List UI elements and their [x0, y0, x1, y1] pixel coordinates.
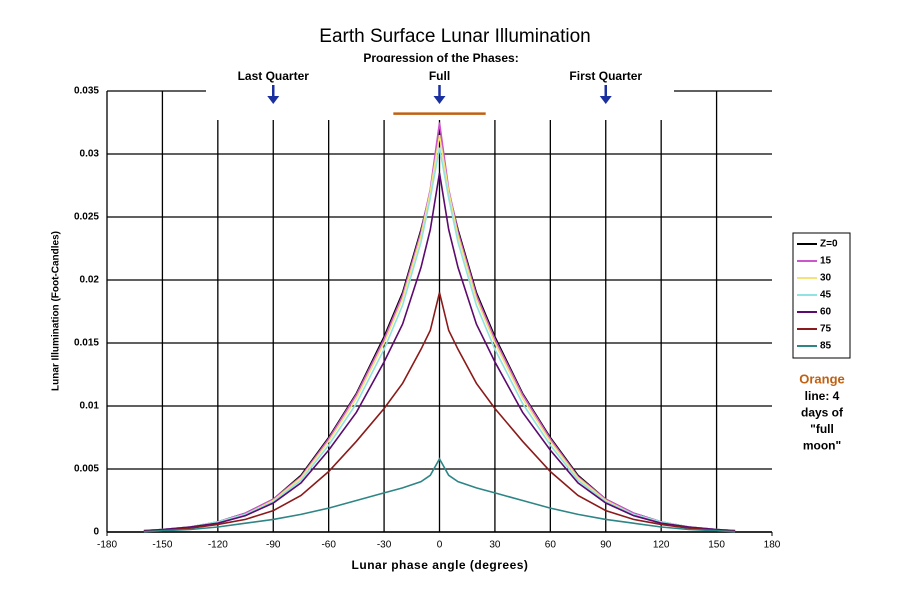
x-tick-label: 0 [437, 540, 443, 551]
phase-arrow-head [599, 96, 612, 104]
chart-title: Earth Surface Lunar Illumination [319, 26, 590, 47]
x-axis-label: Lunar phase angle (degrees) [352, 558, 529, 572]
legend-label: 45 [820, 290, 832, 301]
x-tick-label: -180 [97, 540, 117, 551]
legend-label: 30 [820, 273, 832, 284]
phase-label: First Quarter [569, 69, 642, 83]
x-tick-label: 150 [708, 540, 725, 551]
y-tick-label: 0.02 [80, 275, 100, 286]
legend-label: 85 [820, 341, 832, 352]
legend-label: Z=0 [820, 239, 838, 250]
phase-label: Full [429, 69, 450, 83]
y-tick-label: 0.01 [80, 401, 100, 412]
y-tick-label: 0.025 [74, 212, 99, 223]
series-line [143, 457, 736, 533]
x-tick-label: 180 [764, 540, 781, 551]
legend-label: 60 [820, 307, 832, 318]
phase-label: Last Quarter [238, 69, 310, 83]
chart-subtitle: Progression of the Phases: [363, 51, 518, 65]
note-highlight: Orange [799, 371, 845, 386]
legend-label: 75 [820, 324, 832, 335]
y-tick-label: 0 [93, 527, 99, 538]
x-tick-label: -30 [377, 540, 392, 551]
x-tick-label: 90 [600, 540, 612, 551]
y-tick-label: 0.015 [74, 338, 99, 349]
legend-label: 15 [820, 256, 832, 267]
series-line [143, 292, 736, 533]
x-tick-label: -150 [152, 540, 172, 551]
x-tick-label: 60 [545, 540, 557, 551]
series-line [143, 147, 736, 532]
y-tick-label: 0.005 [74, 464, 99, 475]
series-line [143, 172, 736, 532]
note-line: moon" [803, 439, 841, 453]
x-tick-label: -60 [321, 540, 336, 551]
x-tick-label: 30 [489, 540, 501, 551]
note-line: line: 4 [805, 389, 840, 403]
y-tick-label: 0.03 [80, 149, 100, 160]
note-line: "full [810, 422, 834, 436]
note-line: days of [801, 406, 844, 420]
y-tick-label: 0.035 [74, 86, 99, 97]
x-tick-label: -90 [266, 540, 281, 551]
y-axis-label: Lunar Illumination (Foot-Candles) [51, 231, 62, 391]
x-tick-label: 120 [653, 540, 670, 551]
phase-arrow-head [267, 96, 280, 104]
series-line [143, 122, 736, 532]
phase-arrow-head [433, 96, 446, 104]
x-tick-label: -120 [208, 540, 228, 551]
